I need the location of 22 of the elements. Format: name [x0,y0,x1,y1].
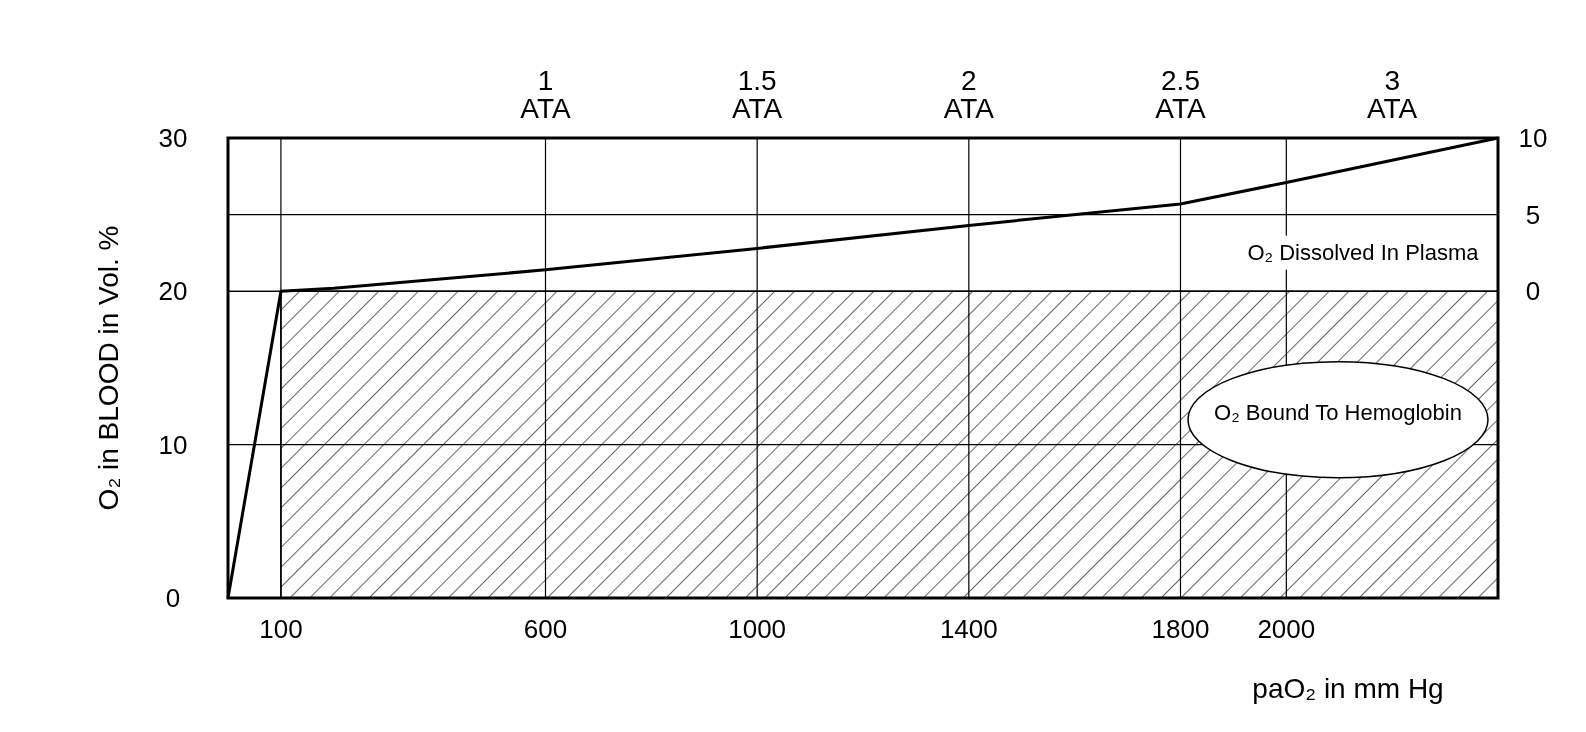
x2-tick-label: 1 ATA [520,65,571,124]
x-tick-label: 100 [259,614,303,644]
x-tick-label: 1800 [1151,614,1210,644]
series-label: O₂ Bound To Hemoglobin [1214,399,1462,425]
y-tick-label: 0 [165,583,181,613]
y-axis-title: O₂ in BLOOD in Vol. % [93,225,124,511]
y2-tick-label: 0 [1525,276,1541,307]
annotation: O₂ Dissolved In Plasma [1247,239,1480,265]
x-tick-label: 1000 [728,614,787,644]
x-tick-label: 1400 [939,614,998,644]
y-tick-label: 10 [158,429,188,460]
y2-tick-label: 10 [1518,123,1548,153]
x2-tick-label: 3 ATA [1367,65,1418,124]
x2-tick-label: 2 ATA [943,65,995,124]
x-tick-label: 2000 [1257,614,1316,644]
x-tick-label: 600 [523,614,568,644]
y2-tick-label: 5 [1525,199,1541,230]
y-tick-label: 20 [158,276,188,307]
x2-tick-label: 2.5 ATA [1155,65,1206,124]
x2-tick-label: 1.5 ATA [732,65,783,124]
y-tick-label: 30 [158,123,188,153]
x-axis-title: paO₂ in mm Hg [1252,673,1444,704]
